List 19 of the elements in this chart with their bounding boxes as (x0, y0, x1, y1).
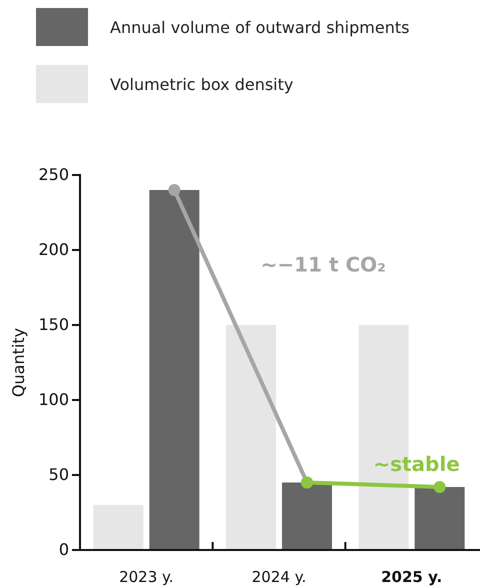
point (168, 184, 180, 196)
y-tick-label: 0 (58, 540, 69, 560)
y-tick-label: 200 (38, 240, 69, 260)
y-tick-label: 250 (38, 165, 69, 184)
y-tick-label: 50 (48, 465, 69, 484)
y-tick-label: 150 (38, 315, 69, 334)
annotation: ~stable (373, 452, 460, 476)
x-tick-label: 2025 y. (381, 568, 442, 586)
y-tick-label: 100 (38, 390, 69, 410)
y-axis-title: Quantity (9, 328, 28, 398)
bar (414, 487, 465, 550)
x-tick-label: 2023 y. (119, 568, 174, 586)
x-tick-label: 2024 y. (252, 568, 306, 586)
point (434, 481, 446, 493)
legend-label: Volumetric box density (110, 75, 294, 94)
legend-label: Annual volume of outward shipments (110, 18, 410, 37)
bar (93, 505, 144, 550)
bar (282, 482, 332, 550)
annotation: ~−11 t CO₂ (260, 252, 386, 276)
